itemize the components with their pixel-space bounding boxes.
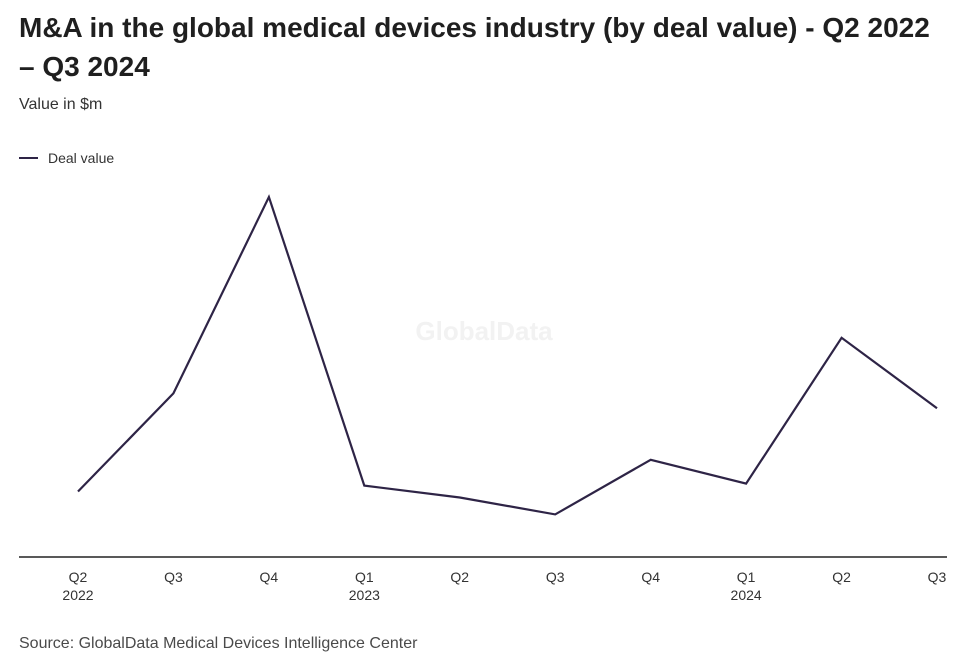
source-note: Source: GlobalData Medical Devices Intel…: [19, 635, 418, 652]
x-tick-label: Q3: [546, 569, 565, 585]
x-axis-ticks: Q2 2022 Q3 Q4 Q1 2023 Q2 Q3 Q4 Q1 2024 Q2 Q3: [62, 569, 946, 603]
legend-label: Deal value: [48, 150, 115, 166]
legend-line-swatch: [19, 157, 38, 159]
x-tick-label: Q1: [355, 569, 374, 585]
x-tick-year-label: 2023: [349, 587, 380, 603]
x-tick-label: Q3: [928, 569, 947, 585]
chart-title: M&A in the global medical devices indust…: [19, 12, 930, 82]
legend: Deal value: [19, 150, 114, 166]
x-tick-year-label: 2022: [62, 587, 93, 603]
series-line-deal-value: [77, 194, 938, 516]
x-tick-label: Q2: [832, 569, 851, 585]
chart-subtitle: Value in $m: [19, 96, 103, 113]
watermark: GlobalData: [415, 316, 553, 346]
x-tick-label: Q2: [450, 569, 469, 585]
x-tick-label: Q4: [641, 569, 660, 585]
x-tick-label: Q3: [164, 569, 183, 585]
x-tick-label: Q2: [69, 569, 88, 585]
x-tick-label: Q4: [260, 569, 279, 585]
x-tick-label: Q1: [737, 569, 756, 585]
x-tick-year-label: 2024: [731, 587, 762, 603]
